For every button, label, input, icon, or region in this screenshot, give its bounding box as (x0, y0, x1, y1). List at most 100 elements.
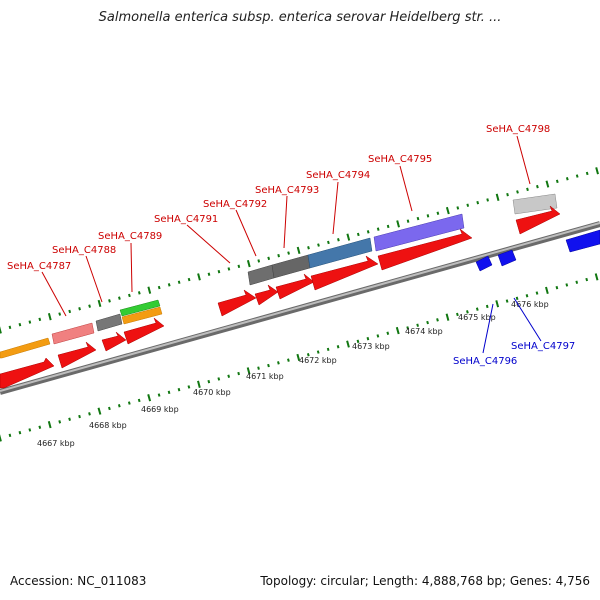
scale-label: 4671 kbp (246, 372, 284, 381)
leader-line (85, 255, 103, 303)
minor-tick (88, 304, 91, 308)
minor-tick (127, 401, 131, 405)
silver-feature[interactable] (512, 193, 558, 215)
minor-tick (167, 283, 171, 287)
minor-tick (475, 307, 479, 311)
minor-tick (326, 347, 330, 352)
orange-feature-1[interactable] (0, 337, 51, 359)
major-tick (246, 260, 251, 268)
reverse-cds-arrow[interactable] (565, 229, 600, 253)
minor-tick (406, 326, 410, 330)
scale-label: 4672 kbp (299, 356, 337, 365)
minor-tick (525, 294, 529, 298)
gene-label-sehac4787[interactable]: SeHA_C4787 (7, 261, 71, 272)
major-tick (445, 313, 450, 321)
minor-tick (555, 285, 559, 290)
reverse-cds-arrow[interactable] (497, 249, 517, 267)
minor-tick (277, 253, 280, 258)
minor-tick (68, 417, 71, 421)
scale-label: 4668 kbp (89, 421, 127, 430)
cds-arrow[interactable] (101, 331, 127, 352)
minor-tick (466, 203, 470, 207)
cds-arrow[interactable] (0, 357, 55, 389)
major-tick (0, 326, 2, 334)
minor-tick (8, 433, 12, 438)
gene-label-sehac4791[interactable]: SeHA_C4791 (154, 214, 218, 225)
minor-tick (227, 374, 231, 378)
minor-tick (575, 174, 579, 178)
minor-tick (88, 412, 91, 416)
minor-tick (565, 177, 569, 181)
major-tick (147, 394, 152, 402)
minor-tick (336, 345, 340, 349)
blue-feature[interactable] (307, 237, 373, 269)
cds-arrow[interactable] (515, 205, 561, 235)
orange-feature-2[interactable] (121, 306, 163, 325)
leader-line (516, 135, 531, 185)
gene-label-sehac4792[interactable]: SeHA_C4792 (203, 199, 267, 210)
scale-label: 4673 kbp (352, 342, 390, 351)
minor-tick (585, 171, 589, 176)
minor-tick (177, 280, 181, 284)
gene-label-sehac4793[interactable]: SeHA_C4793 (255, 185, 319, 196)
gene-label-sehac4796[interactable]: SeHA_C4796 (453, 356, 517, 367)
minor-tick (376, 334, 380, 338)
cds-arrow[interactable] (254, 284, 279, 306)
leader-line (482, 303, 494, 354)
gray-feature-1[interactable] (95, 313, 123, 332)
cds-arrow[interactable] (275, 273, 315, 300)
gray-feature-2[interactable] (247, 264, 275, 286)
reverse-cds-arrow[interactable] (475, 255, 493, 272)
leader-line (283, 195, 288, 249)
gene-label-sehac4794[interactable]: SeHA_C4794 (306, 170, 370, 181)
minor-tick (486, 198, 489, 202)
cds-arrow[interactable] (123, 317, 165, 345)
minor-tick (137, 398, 141, 403)
major-tick (395, 326, 400, 335)
gene-label-sehac4788[interactable]: SeHA_C4788 (52, 245, 116, 256)
minor-tick (18, 322, 22, 327)
cds-arrow[interactable] (217, 289, 257, 317)
feature-track-outer (0, 193, 558, 359)
minor-tick (167, 390, 171, 395)
pink-feature[interactable] (51, 322, 95, 345)
minor-tick (28, 320, 32, 324)
leader-line (332, 181, 339, 235)
major-tick (595, 167, 599, 175)
minor-tick (356, 232, 360, 237)
major-tick (296, 246, 301, 255)
cds-arrow[interactable] (310, 255, 379, 291)
minor-tick (117, 404, 121, 408)
gene-label-sehac4795[interactable]: SeHA_C4795 (368, 154, 432, 165)
major-tick (545, 180, 550, 188)
cds-arrow[interactable] (377, 228, 473, 271)
gene-label-sehac4789[interactable]: SeHA_C4789 (98, 231, 162, 242)
major-tick (495, 300, 500, 308)
green-feature[interactable] (119, 299, 161, 317)
inner-tick-row (0, 273, 599, 442)
genome-backbone-highlight (0, 222, 600, 392)
minor-tick (78, 414, 81, 419)
major-tick (346, 340, 350, 348)
minor-tick (565, 283, 569, 287)
minor-tick (406, 219, 410, 223)
minor-tick (376, 227, 380, 231)
minor-tick (307, 246, 310, 250)
minor-tick (217, 377, 221, 381)
leader-line (130, 242, 133, 293)
minor-tick (108, 406, 111, 411)
scale-label: 4674 kbp (405, 327, 443, 336)
scale-label: 4670 kbp (193, 388, 231, 397)
gene-label-sehac4797[interactable]: SeHA_C4797 (511, 341, 575, 352)
minor-tick (476, 200, 480, 205)
minor-tick (505, 299, 509, 303)
minor-tick (38, 317, 42, 322)
major-tick (197, 273, 201, 281)
cds-arrow[interactable] (57, 341, 97, 369)
minor-tick (317, 243, 320, 247)
minor-tick (287, 251, 290, 255)
purple-feature[interactable] (373, 213, 465, 252)
gene-label-sehac4798[interactable]: SeHA_C4798 (486, 124, 550, 135)
scale-labels: 4667 kbp 4668 kbp 4669 kbp 4670 kbp 4671… (37, 300, 549, 448)
